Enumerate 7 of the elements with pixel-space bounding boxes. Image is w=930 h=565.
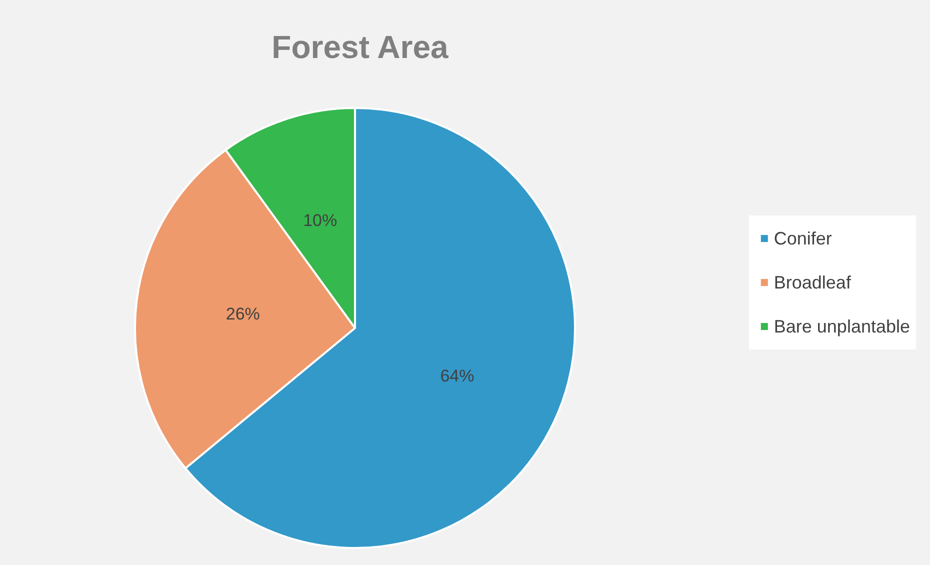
chart-title: Forest Area <box>272 29 449 65</box>
data-label: 64% <box>440 366 474 386</box>
data-label: 10% <box>303 211 338 230</box>
legend-label: Broadleaf <box>774 272 852 292</box>
legend-label: Conifer <box>774 228 832 248</box>
data-label: 26% <box>226 304 260 324</box>
legend-label: Bare unplantable <box>774 316 910 336</box>
